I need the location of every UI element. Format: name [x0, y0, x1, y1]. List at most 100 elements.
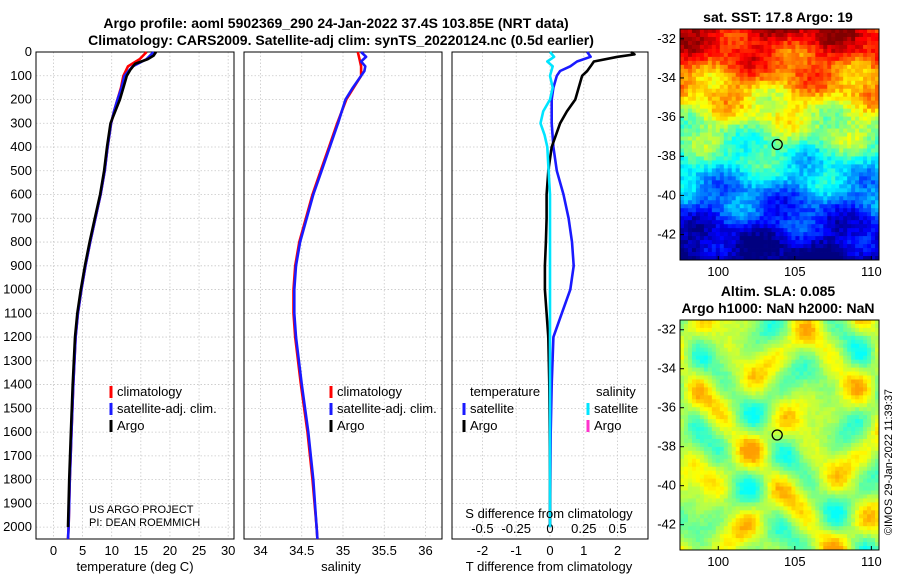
map-cell [863, 450, 868, 456]
map-cell [735, 256, 741, 261]
map-cell [715, 120, 721, 125]
map-cell [767, 184, 772, 189]
map-cell [843, 383, 848, 388]
map-cell [739, 387, 745, 392]
map-cell [699, 248, 705, 253]
map-cell [683, 212, 689, 217]
map-cell [799, 164, 804, 169]
map-cell [859, 462, 864, 468]
map-cell [755, 80, 760, 86]
map-cell [727, 442, 733, 448]
x-tick-label: 2 [614, 543, 621, 558]
map-cell [803, 438, 808, 444]
map-cell [763, 232, 768, 237]
map-cell [703, 407, 709, 412]
map-cell [771, 423, 776, 428]
map-cell [787, 252, 792, 257]
map-cell [687, 52, 693, 58]
map-cell [683, 112, 689, 118]
map-cell [763, 256, 768, 261]
map-cell [859, 72, 864, 78]
map-cell [827, 359, 832, 365]
map-cell [819, 44, 824, 50]
map-cell [775, 327, 780, 333]
map-cell [851, 200, 856, 205]
map-cell [707, 76, 713, 82]
map-cell [723, 48, 729, 54]
map-cell [863, 120, 868, 125]
map-cell [763, 204, 768, 209]
map-cell [867, 156, 872, 161]
map-cell [863, 399, 868, 404]
map-cell [687, 450, 693, 456]
map-cell [811, 419, 816, 424]
map-cell [719, 458, 725, 464]
map-cell [847, 208, 852, 213]
map-cell [835, 399, 840, 404]
map-cell [867, 112, 872, 118]
map-cell [763, 32, 768, 38]
map-cell [795, 419, 800, 424]
map-cell [847, 411, 852, 416]
map-cell [831, 411, 836, 416]
map-cell [819, 48, 824, 54]
map-cell [755, 335, 760, 341]
map-cell [855, 168, 860, 173]
map-cell [855, 383, 860, 388]
map-cell [755, 431, 760, 436]
map-cell [687, 435, 693, 440]
map-cell [823, 466, 828, 472]
map-cell [775, 446, 780, 452]
map-cell [851, 367, 856, 372]
map-cell [819, 240, 824, 245]
map-cell [739, 64, 745, 70]
map-cell [839, 323, 844, 329]
map-cell [815, 124, 820, 129]
map-cell [855, 256, 860, 261]
map-cell [719, 152, 725, 157]
map-cell [751, 415, 757, 420]
map-cell [791, 168, 796, 173]
map-cell [823, 100, 828, 106]
map-cell [783, 76, 788, 82]
map-cell [875, 454, 880, 460]
map-cell [739, 248, 745, 253]
map-cell [779, 363, 784, 368]
map-cell [859, 56, 864, 62]
map-cell [851, 450, 856, 456]
map-cell [851, 152, 856, 157]
map-cell [743, 343, 749, 349]
map-cell [823, 112, 828, 118]
map-cell [691, 188, 697, 193]
map-cell [867, 363, 872, 368]
map-cell [875, 144, 880, 149]
map-cell [683, 84, 689, 90]
map-cell [719, 128, 725, 133]
map-cell [871, 399, 876, 404]
map-cell [839, 431, 844, 436]
map-cell [827, 132, 832, 137]
map-cell [711, 379, 717, 384]
map-cell [803, 423, 808, 428]
map-cell [723, 236, 729, 241]
map-cell [727, 248, 733, 253]
map-cell [799, 423, 804, 428]
map-cell [775, 438, 780, 444]
map-cell [807, 371, 812, 376]
map-cell [755, 407, 760, 412]
map-cell [715, 156, 721, 161]
map-cell [871, 144, 876, 149]
map-cell [851, 327, 856, 333]
map-cell [823, 399, 828, 404]
map-cell [831, 446, 836, 452]
map-cell [859, 395, 864, 400]
map-cell [699, 84, 705, 90]
map-cell [863, 176, 868, 181]
map-cell [755, 29, 760, 34]
map-cell [703, 164, 709, 169]
map-cell [783, 256, 788, 261]
map-cell [815, 450, 820, 456]
map-cell [875, 88, 880, 94]
map-cell [791, 454, 796, 460]
map-cell [695, 367, 701, 372]
